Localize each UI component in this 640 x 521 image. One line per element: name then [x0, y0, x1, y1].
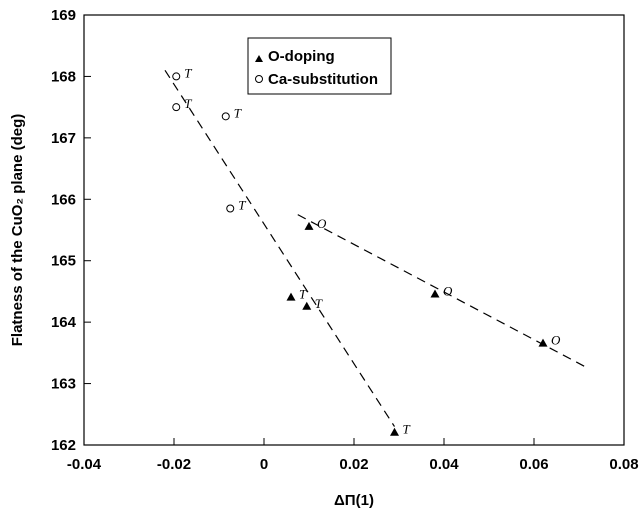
o-doping-point: [538, 338, 548, 347]
point-label: O: [443, 284, 453, 299]
y-ticks: 162 163 164 165 166 167 168 169: [51, 7, 91, 454]
x-tick-label: 0.02: [339, 456, 368, 473]
point-label: T: [403, 422, 411, 437]
x-tick-label: 0: [260, 456, 268, 473]
fit-line: [164, 69, 396, 427]
ca-substitution-point: [172, 72, 181, 81]
fit-line: [297, 214, 589, 369]
y-tick-label: 166: [51, 191, 76, 208]
x-axis-title: ΔΠ(1): [334, 492, 374, 509]
x-tick-label: 0.04: [429, 456, 459, 473]
point-label: T: [234, 105, 242, 120]
ca-substitution-point: [226, 204, 235, 213]
o-doping-point: [304, 221, 314, 230]
ca-substitution-point: [172, 103, 181, 112]
point-label: O: [551, 333, 561, 348]
y-axis-title: Flatness of the CuO₂ plane (deg): [9, 114, 26, 347]
y-tick-label: 165: [51, 253, 76, 270]
y-tick-label: 162: [51, 437, 76, 454]
ca-substitution-point: [221, 112, 230, 121]
o-doping-point: [430, 289, 440, 298]
point-label: O: [317, 216, 327, 231]
x-ticks: -0.04 -0.02 0 0.02 0.04 0.06 0.08: [67, 438, 639, 473]
o-doping-point: [286, 292, 296, 301]
y-tick-label: 164: [51, 314, 77, 331]
point-label: T: [184, 96, 192, 111]
x-tick-label: 0.08: [609, 456, 638, 473]
o-doping-point: [390, 427, 399, 436]
legend-marker-ca-substitution: [255, 75, 263, 83]
legend-box: [247, 37, 392, 95]
legend-marker-o-doping: [255, 55, 263, 62]
point-label: T: [184, 65, 192, 80]
y-tick-label: 169: [51, 7, 76, 24]
legend: O-doping Ca-substitution: [247, 37, 392, 95]
legend-label-ca-substitution: Ca-substitution: [268, 71, 378, 88]
point-label: T: [315, 296, 323, 311]
y-tick-label: 163: [51, 376, 76, 393]
o-doping-point: [302, 301, 312, 310]
x-tick-label: -0.02: [157, 456, 191, 473]
legend-label-o-doping: O-doping: [268, 48, 335, 65]
y-tick-label: 167: [51, 130, 76, 147]
fit-lines: [164, 69, 589, 427]
x-tick-label: -0.04: [67, 456, 102, 473]
y-tick-label: 168: [51, 68, 76, 85]
point-label: T: [299, 287, 307, 302]
x-tick-label: 0.06: [519, 456, 548, 473]
point-label: T: [238, 198, 246, 213]
